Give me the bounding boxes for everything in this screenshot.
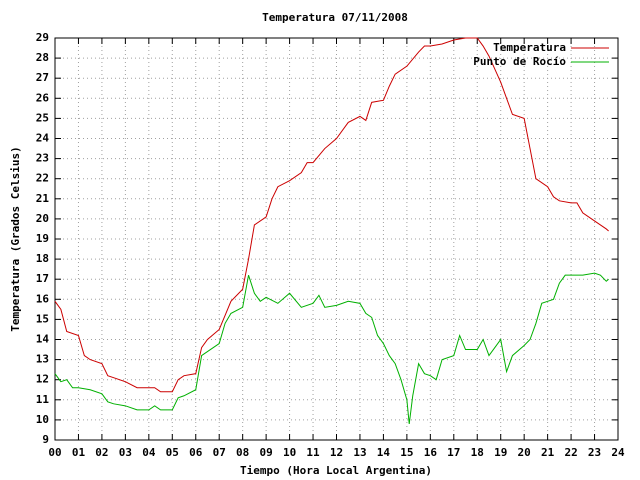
- y-tick-label: 25: [36, 111, 49, 124]
- x-tick-label: 13: [353, 446, 366, 459]
- y-tick-label: 21: [36, 192, 50, 205]
- y-tick-label: 9: [42, 433, 49, 446]
- y-tick-label: 29: [36, 31, 49, 44]
- y-tick-label: 18: [36, 252, 49, 265]
- y-tick-label: 17: [36, 272, 49, 285]
- x-tick-label: 08: [236, 446, 249, 459]
- legend-label: Punto de Rocío: [473, 55, 566, 68]
- y-tick-label: 12: [36, 373, 49, 386]
- y-tick-label: 23: [36, 152, 49, 165]
- x-tick-label: 11: [306, 446, 320, 459]
- y-axis-label: Temperatura (Grados Celsius): [9, 146, 22, 331]
- plot-frame: [54, 37, 619, 441]
- series-line: [54, 37, 609, 393]
- x-tick-label: 16: [424, 446, 438, 459]
- x-tick-label: 24: [611, 446, 625, 459]
- y-tick-label: 22: [36, 172, 49, 185]
- x-tick-label: 19: [494, 446, 507, 459]
- y-tick-label: 24: [36, 132, 50, 145]
- y-tick-label: 19: [36, 232, 49, 245]
- x-tick-label: 05: [166, 446, 179, 459]
- x-tick-label: 07: [213, 446, 226, 459]
- x-axis-label: Tiempo (Hora Local Argentina): [240, 464, 432, 477]
- x-tick-label: 04: [142, 446, 156, 459]
- legend-label: Temperatura: [493, 41, 566, 54]
- y-tick-label: 27: [36, 71, 49, 84]
- x-tick-label: 06: [189, 446, 203, 459]
- x-tick-label: 20: [518, 446, 531, 459]
- x-tick-label: 09: [260, 446, 273, 459]
- y-tick-label: 20: [36, 212, 49, 225]
- y-tick-label: 16: [36, 292, 50, 305]
- x-tick-label: 17: [447, 446, 460, 459]
- x-tick-label: 23: [588, 446, 601, 459]
- y-tick-label: 11: [36, 393, 50, 406]
- series-line: [54, 272, 609, 424]
- x-tick-label: 15: [400, 446, 413, 459]
- x-tick-label: 14: [377, 446, 391, 459]
- y-tick-label: 28: [36, 51, 49, 64]
- x-tick-label: 01: [72, 446, 86, 459]
- x-tick-label: 10: [283, 446, 296, 459]
- x-tick-label: 00: [48, 446, 61, 459]
- y-tick-label: 10: [36, 413, 49, 426]
- y-tick-label: 26: [36, 91, 50, 104]
- x-tick-label: 22: [564, 446, 577, 459]
- x-tick-label: 18: [471, 446, 484, 459]
- x-tick-label: 12: [330, 446, 343, 459]
- y-tick-label: 15: [36, 312, 49, 325]
- x-tick-label: 21: [541, 446, 555, 459]
- y-tick-label: 14: [36, 333, 50, 346]
- y-tick-label: 13: [36, 353, 49, 366]
- chart-title: Temperatura 07/11/2008: [262, 11, 408, 24]
- x-tick-label: 03: [119, 446, 132, 459]
- x-tick-label: 02: [95, 446, 108, 459]
